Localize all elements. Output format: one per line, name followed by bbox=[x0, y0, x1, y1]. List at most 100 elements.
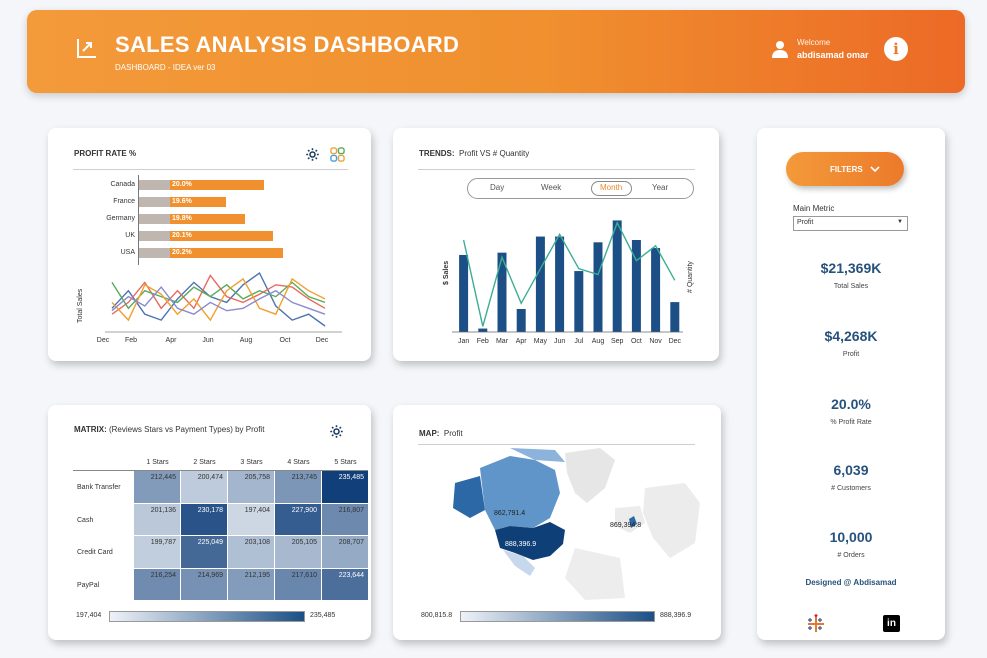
trends-bar[interactable] bbox=[555, 236, 565, 332]
sparkline-tick: Dec bbox=[315, 337, 329, 344]
matrix-cell[interactable]: 203,108 bbox=[228, 536, 274, 568]
trends-tick: Aug bbox=[592, 338, 605, 345]
sparkline-series[interactable] bbox=[111, 271, 326, 327]
sparkline-series[interactable] bbox=[111, 285, 326, 315]
matrix-cell[interactable]: 205,758 bbox=[228, 471, 274, 503]
designed-by: Designed @ Abdisamad bbox=[805, 578, 897, 587]
matrix-row-label: PayPal bbox=[77, 581, 100, 589]
profit-rate-bar[interactable]: 19.6% bbox=[170, 197, 227, 207]
linkedin-icon[interactable]: in bbox=[883, 615, 900, 632]
matrix-cell[interactable]: 216,807 bbox=[322, 503, 368, 535]
matrix-cell[interactable]: 213,745 bbox=[275, 471, 321, 503]
welcome-text: Welcome bbox=[797, 38, 831, 47]
kpi-label: # Orders bbox=[837, 552, 865, 559]
profit-rate-base-bar bbox=[139, 231, 170, 241]
trends-tick: Jul bbox=[574, 338, 583, 345]
trends-bar[interactable] bbox=[612, 220, 622, 332]
trends-bar[interactable] bbox=[497, 252, 507, 332]
matrix-cell[interactable]: 230,178 bbox=[181, 503, 227, 535]
segment-month[interactable]: Month bbox=[600, 183, 623, 192]
matrix-column-header: 3 Stars bbox=[240, 459, 263, 466]
segment-day[interactable]: Day bbox=[490, 183, 505, 192]
kpi-value: 20.0% bbox=[831, 396, 871, 412]
matrix-cell[interactable]: 217,610 bbox=[275, 568, 321, 600]
trends-chart: Jan Feb Mar Apr May Jun Jul Aug Sep Oct Nov Dec $ Sa… bbox=[443, 220, 694, 345]
dashboard-header: SALES ANALYSIS DASHBOARD DASHBOARD - IDE… bbox=[27, 10, 965, 93]
trends-bar[interactable] bbox=[670, 302, 680, 332]
active-segment-outline bbox=[591, 181, 632, 196]
trends-tick: Feb bbox=[477, 338, 489, 345]
filters-panel bbox=[757, 128, 945, 640]
matrix-cell[interactable]: 208,707 bbox=[322, 536, 368, 568]
profit-rate-bar[interactable]: 19.8% bbox=[170, 214, 246, 224]
matrix-cell[interactable]: 216,254 bbox=[134, 568, 180, 600]
main-metric-value: Profit bbox=[797, 219, 814, 226]
sparkline-series[interactable] bbox=[111, 274, 326, 315]
trends-bar[interactable] bbox=[516, 309, 526, 332]
matrix-cell[interactable]: 214,969 bbox=[181, 568, 227, 600]
trends-bar[interactable] bbox=[459, 254, 469, 332]
profit-rate-card bbox=[48, 128, 371, 361]
dropdown-arrow-icon: ▼ bbox=[897, 219, 903, 225]
trends-y2label: # Quantity bbox=[687, 261, 694, 293]
info-button[interactable]: i bbox=[884, 37, 908, 61]
main-metric-label: Main Metric bbox=[793, 204, 835, 213]
kpi-value: 6,039 bbox=[833, 462, 869, 478]
matrix-cell[interactable]: 235,485 bbox=[322, 471, 368, 503]
profit-rate-axis bbox=[138, 175, 139, 265]
segment-year[interactable]: Year bbox=[652, 183, 669, 192]
trends-bar[interactable] bbox=[651, 248, 661, 332]
trends-tick: Nov bbox=[649, 338, 662, 345]
username: abdisamad omar bbox=[797, 50, 869, 60]
kpi-label: % Profit Rate bbox=[830, 419, 872, 426]
trends-bar[interactable] bbox=[478, 328, 488, 332]
grid-apps-icon[interactable] bbox=[330, 147, 345, 162]
profit-rate-bar[interactable]: 20.1% bbox=[170, 231, 274, 241]
trends-tick: Sep bbox=[611, 338, 624, 345]
matrix-column-header: 2 Stars bbox=[193, 459, 216, 466]
sparkline-series[interactable] bbox=[111, 277, 326, 322]
sparkline-tick: Apr bbox=[165, 337, 177, 344]
profit-rate-country-label: Germany bbox=[106, 215, 135, 222]
filters-button[interactable]: FILTERS bbox=[786, 152, 904, 186]
trends-quantity-line[interactable] bbox=[462, 221, 676, 327]
gear-icon[interactable] bbox=[329, 424, 344, 439]
gear-icon[interactable] bbox=[305, 147, 320, 162]
map-legend-min: 800,815.8 bbox=[421, 612, 453, 619]
trends-bar[interactable] bbox=[574, 271, 584, 332]
matrix-cell[interactable]: 223,644 bbox=[322, 568, 368, 600]
trends-ylabel: $ Sales bbox=[443, 261, 450, 285]
kpi-label: # Customers bbox=[831, 485, 871, 492]
segment-week[interactable]: Week bbox=[541, 183, 562, 192]
matrix-legend-bar bbox=[109, 611, 305, 622]
matrix-column-header: 5 Stars bbox=[334, 459, 357, 466]
profit-rate-bar[interactable]: 20.0% bbox=[170, 180, 264, 190]
matrix-cell[interactable]: 212,195 bbox=[228, 568, 274, 600]
matrix-cell[interactable]: 225,049 bbox=[181, 536, 227, 568]
tableau-logo-icon[interactable] bbox=[806, 614, 826, 634]
matrix-cell[interactable]: 227,900 bbox=[275, 503, 321, 535]
matrix-row-label: Credit Card bbox=[77, 549, 113, 556]
trends-tick: Jan bbox=[458, 338, 469, 345]
matrix-cell[interactable]: 212,445 bbox=[134, 471, 180, 503]
profit-rate-base-bar bbox=[139, 214, 170, 224]
main-metric-select[interactable]: Profit ▼ bbox=[793, 216, 908, 231]
matrix-legend-min: 197,404 bbox=[76, 612, 102, 619]
chart-arrow-icon bbox=[77, 39, 96, 58]
matrix-cell[interactable]: 197,404 bbox=[228, 503, 274, 535]
trends-bar[interactable] bbox=[631, 240, 641, 332]
total-sales-sparkline: Total Sales bbox=[77, 271, 342, 333]
trends-bar[interactable] bbox=[535, 236, 545, 332]
matrix-cell[interactable]: 201,136 bbox=[134, 503, 180, 535]
sparkline-ylabel: Total Sales bbox=[77, 288, 84, 323]
map-label-usa: 888,396.9 bbox=[505, 541, 537, 548]
trends-tick: Dec bbox=[669, 338, 682, 345]
matrix-cell[interactable]: 205,105 bbox=[275, 536, 321, 568]
trends-bar[interactable] bbox=[593, 242, 603, 332]
matrix-row-label: Cash bbox=[77, 516, 94, 524]
matrix-cell[interactable]: 199,787 bbox=[134, 536, 180, 568]
profit-rate-bar[interactable]: 20.2% bbox=[170, 248, 283, 258]
profit-map[interactable] bbox=[415, 448, 700, 603]
matrix-cell[interactable]: 200,474 bbox=[181, 471, 227, 503]
matrix-legend-max: 235,485 bbox=[310, 612, 336, 619]
